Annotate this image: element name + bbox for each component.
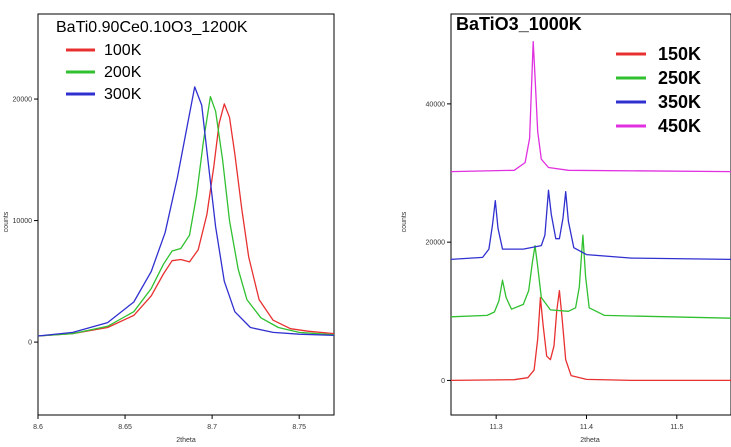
left-series-line-300k <box>37 86 335 337</box>
left-chart-xlabel: 2theta <box>176 437 196 444</box>
right-legend-label-350k: 350K <box>658 92 701 112</box>
left-y-tick-label: 20000 <box>13 97 33 104</box>
right-chart-legend: BaTiO3_1000K 150K 250K 350K 450K <box>456 14 701 136</box>
right-chart: 11.3 11.4 11.5 0 20000 40000 2theta counts Ba… <box>401 13 731 444</box>
right-x-tick-label: 11.4 <box>580 424 593 431</box>
right-series-line-350k <box>450 189 731 261</box>
left-x-tick-label: 8.7 <box>207 424 217 431</box>
left-chart-ylabel: counts <box>3 211 10 232</box>
left-legend-label-100k: 100K <box>104 42 142 59</box>
right-x-tick-label: 11.3 <box>490 424 503 431</box>
right-chart-ylabel: counts <box>401 211 408 232</box>
left-x-tick-label: 8.65 <box>118 424 132 431</box>
right-y-tick-label: 20000 <box>426 240 446 247</box>
right-chart-frame <box>450 13 731 416</box>
right-y-tick-label: 0 <box>441 378 445 385</box>
right-series-line-150k <box>450 289 731 382</box>
right-chart-lines <box>450 41 731 382</box>
left-legend-label-200k: 200K <box>104 64 142 81</box>
left-legend-label-300k: 300K <box>104 86 142 103</box>
left-chart-frame <box>37 13 335 416</box>
right-chart-xlabel: 2theta <box>580 437 600 444</box>
left-chart-legend: BaTi0.90Ce0.10O3_1200K 100K 200K 300K <box>56 19 248 103</box>
left-chart-lines <box>37 86 335 337</box>
right-x-tick-label: 11.5 <box>670 424 683 431</box>
left-chart-ticks: 8.6 8.65 8.7 8.75 0 10000 20000 <box>13 97 307 431</box>
right-legend-label-450k: 450K <box>658 116 701 136</box>
right-chart-title: BaTiO3_1000K <box>456 14 582 34</box>
left-series-line-200k <box>37 95 335 337</box>
left-y-tick-label: 0 <box>28 340 32 347</box>
right-y-tick-label: 40000 <box>426 101 446 108</box>
left-chart-title: BaTi0.90Ce0.10O3_1200K <box>56 19 248 36</box>
left-x-tick-label: 8.6 <box>33 424 43 431</box>
right-legend-label-150k: 150K <box>658 44 701 64</box>
right-series-line-450k <box>450 41 731 173</box>
right-series-line-250k <box>450 234 731 319</box>
left-x-tick-label: 8.75 <box>292 424 306 431</box>
left-series-line-100k <box>37 103 335 337</box>
right-chart-ticks: 11.3 11.4 11.5 0 20000 40000 <box>426 101 684 431</box>
right-legend-label-250k: 250K <box>658 68 701 88</box>
left-y-tick-label: 10000 <box>13 218 33 225</box>
